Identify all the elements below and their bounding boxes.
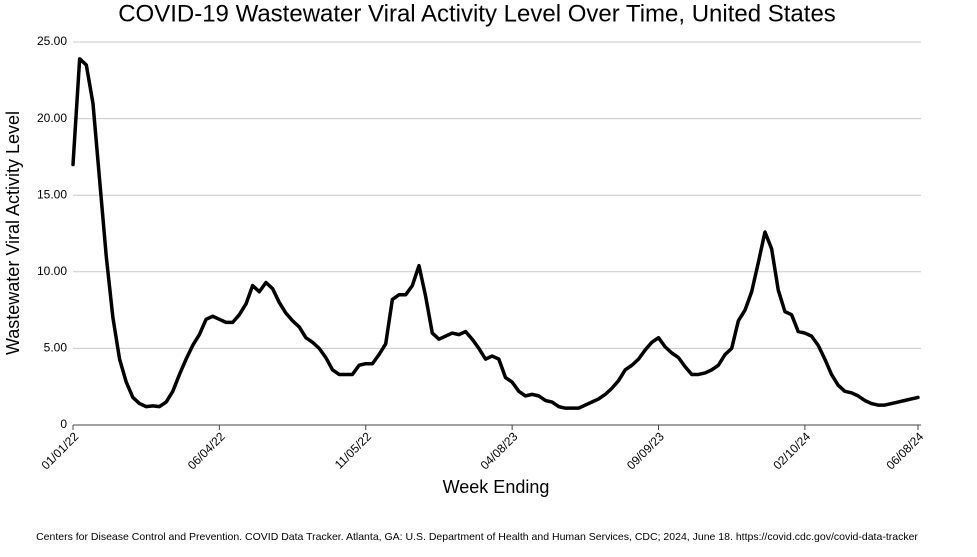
- x-tick-label: 01/01/22: [38, 429, 81, 472]
- y-tick-label: 5.00: [44, 341, 68, 355]
- x-tick-label: 02/10/24: [770, 429, 813, 472]
- y-tick-label: 20.00: [37, 111, 67, 125]
- y-tick-label: 15.00: [37, 187, 67, 201]
- y-axis-label: Wastewater Viral Activity Level: [3, 111, 23, 355]
- x-tick-label: 11/05/22: [332, 429, 375, 472]
- x-tick-label: 06/04/22: [185, 429, 228, 472]
- x-tick-label: 06/08/24: [883, 429, 926, 472]
- y-tick-label: 10.00: [37, 264, 67, 278]
- x-tick-label: 09/09/23: [624, 429, 667, 472]
- y-tick-label: 0: [60, 417, 67, 431]
- chart-title: COVID-19 Wastewater Viral Activity Level…: [118, 0, 836, 27]
- y-tick-label: 25.00: [37, 34, 67, 48]
- x-tick-label: 04/08/23: [478, 429, 521, 472]
- line-series: [71, 57, 920, 410]
- source-note: Centers for Disease Control and Preventi…: [36, 531, 918, 543]
- x-axis-label: Week Ending: [443, 477, 550, 497]
